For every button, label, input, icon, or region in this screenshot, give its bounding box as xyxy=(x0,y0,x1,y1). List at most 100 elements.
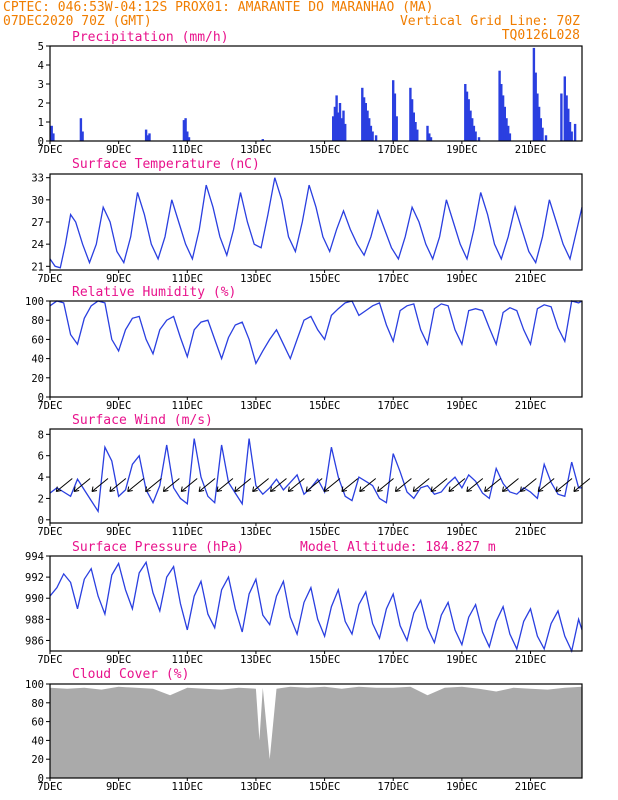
x-tick-label: 7DEC xyxy=(37,526,62,538)
x-tick-label: 19DEC xyxy=(446,654,478,666)
x-tick-label: 17DEC xyxy=(377,144,409,156)
y-tick-label: 986 xyxy=(25,635,44,647)
x-tick-label: 15DEC xyxy=(309,400,341,412)
wind-arrow-line xyxy=(198,478,216,492)
wind-arrow-line xyxy=(484,478,501,492)
y-tick-label: 994 xyxy=(25,551,44,563)
x-tick-label: 21DEC xyxy=(515,273,547,285)
precip-bar xyxy=(507,125,510,141)
precip-bar xyxy=(464,84,467,141)
precip-bar xyxy=(186,131,189,141)
x-tick-label: 19DEC xyxy=(446,273,478,285)
y-tick-label: 6 xyxy=(38,451,44,463)
precip-bar xyxy=(472,125,476,141)
humidity-panel-frame xyxy=(49,300,583,398)
precip-bar xyxy=(508,133,512,141)
y-tick-label: 60 xyxy=(31,717,44,729)
run-time-label: 07DEC2020 70Z (GMT) xyxy=(3,14,152,29)
wind-arrow-line xyxy=(430,478,448,492)
precip-bar xyxy=(412,112,415,141)
wind-arrow-line xyxy=(252,478,269,492)
pressure-title: Surface Pressure (hPa) xyxy=(72,540,244,555)
wind-arrow-head xyxy=(555,486,562,493)
precip-bar xyxy=(469,110,472,141)
precip-bar xyxy=(467,99,470,141)
wind-arrow-line xyxy=(466,478,484,492)
wind-arrow-line xyxy=(555,478,573,492)
precip-bar xyxy=(503,106,506,141)
x-tick-label: 9DEC xyxy=(106,781,131,793)
wind-arrow-head xyxy=(234,486,240,493)
precip-bar xyxy=(500,84,503,141)
precip-bar xyxy=(369,125,373,141)
y-tick-label: 33 xyxy=(31,173,44,185)
x-tick-label: 11DEC xyxy=(171,273,203,285)
y-tick-label: 988 xyxy=(25,614,44,626)
x-tick-label: 11DEC xyxy=(171,400,203,412)
y-tick-label: 40 xyxy=(31,354,44,366)
x-tick-label: 15DEC xyxy=(309,144,341,156)
precip-bar xyxy=(81,131,84,141)
wind-panel-frame xyxy=(49,428,583,524)
pressure-series-line xyxy=(49,560,583,654)
y-tick-label: 2 xyxy=(38,98,44,110)
x-tick-label: 7DEC xyxy=(37,144,62,156)
y-tick-label: 40 xyxy=(31,735,44,747)
precip-bar xyxy=(362,97,366,141)
wind-arrow-head xyxy=(55,486,62,493)
precip-bar xyxy=(565,95,568,141)
x-tick-label: 15DEC xyxy=(309,654,341,666)
y-tick-label: 4 xyxy=(38,60,44,72)
wind-arrow-head xyxy=(412,486,419,493)
y-tick-label: 0 xyxy=(38,515,44,527)
wind-arrow-head xyxy=(305,486,312,493)
x-tick-label: 9DEC xyxy=(106,273,131,285)
wind-arrow-line xyxy=(180,478,198,492)
wind-arrow-line xyxy=(234,478,252,492)
precip-bar xyxy=(366,110,369,141)
x-tick-label: 9DEC xyxy=(106,526,131,538)
precip-bar xyxy=(148,133,151,141)
y-tick-label: 24 xyxy=(31,239,44,251)
cloud-panel-frame xyxy=(49,683,583,779)
precip-bar xyxy=(570,131,573,141)
precip-bar xyxy=(465,91,469,141)
precip-bar xyxy=(544,135,548,141)
x-tick-label: 7DEC xyxy=(37,400,62,412)
wind-arrow-line xyxy=(377,478,394,492)
x-tick-label: 17DEC xyxy=(377,781,409,793)
x-tick-label: 13DEC xyxy=(240,654,272,666)
humidity-series-line xyxy=(49,300,583,366)
precip-bar xyxy=(392,80,395,141)
precip-bar xyxy=(537,106,541,141)
x-tick-label: 9DEC xyxy=(106,654,131,666)
precip-bar xyxy=(477,137,481,141)
wind-series-line xyxy=(49,438,582,514)
precip-bar xyxy=(573,123,577,141)
x-tick-label: 15DEC xyxy=(309,781,341,793)
wind-arrow-head xyxy=(501,486,508,493)
x-tick-label: 13DEC xyxy=(240,781,272,793)
wind-arrow-line xyxy=(216,478,234,492)
y-tick-label: 100 xyxy=(25,679,44,691)
wind-arrow-head xyxy=(394,486,401,493)
y-tick-label: 0 xyxy=(38,136,44,148)
precip-bar xyxy=(342,110,345,141)
precip-bar xyxy=(393,93,397,141)
y-tick-label: 3 xyxy=(38,79,44,91)
y-tick-label: 0 xyxy=(38,773,44,785)
x-tick-label: 13DEC xyxy=(240,144,272,156)
wind-arrow-line xyxy=(163,478,180,492)
wind-arrow-line xyxy=(145,478,162,492)
precip-bar xyxy=(539,118,542,141)
precip-bar xyxy=(340,118,343,141)
wind-arrow-head xyxy=(127,486,133,493)
y-tick-label: 21 xyxy=(31,261,44,273)
precip-bar xyxy=(416,129,419,141)
temperature-title: Surface Temperature (nC) xyxy=(72,157,260,172)
y-tick-label: 992 xyxy=(25,572,44,584)
wind-arrow-line xyxy=(73,478,91,492)
panels-group: 0 1 2 3 4 5 7DEC 9DEC 11DEC 13DEC 15DEC 17DEC 19DEC 2… xyxy=(25,41,591,793)
x-tick-label: 17DEC xyxy=(377,654,409,666)
